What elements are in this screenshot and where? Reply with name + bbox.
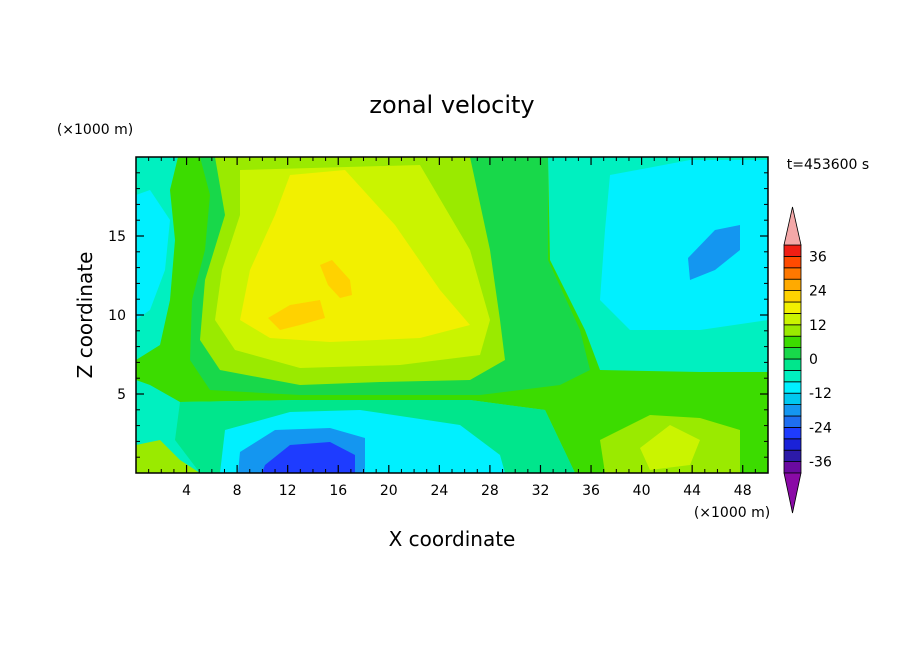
region-bottom-darkblue <box>262 442 355 473</box>
colorbar-swatch <box>783 347 802 360</box>
x-tick-label: 36 <box>582 483 600 499</box>
heatmap-field <box>135 156 769 474</box>
x-tick-label: 16 <box>329 483 347 499</box>
x-tick-label: 48 <box>734 483 752 499</box>
x-tick-label: 40 <box>633 483 651 499</box>
colorbar-swatch <box>783 461 802 474</box>
region-right-cyan <box>600 160 768 330</box>
y-tick-label: 10 <box>108 308 126 324</box>
colorbar-swatch <box>783 267 802 280</box>
colorbar-tick-label: 36 <box>809 249 827 265</box>
colorbar-swatch <box>783 312 802 326</box>
x-unit-label: (×1000 m) <box>694 505 770 521</box>
colorbar-swatch <box>783 335 802 349</box>
colorbar-swatch <box>783 369 802 383</box>
colorbar-swatch <box>783 358 802 371</box>
colorbar-swatch <box>783 324 802 337</box>
chart-title: zonal velocity <box>369 91 534 119</box>
region-right-blue <box>688 225 740 280</box>
colorbar-tick-label: -24 <box>809 420 832 436</box>
colorbar-swatch <box>783 255 802 269</box>
contour-fill <box>136 157 768 473</box>
colorbar-swatch <box>783 244 802 257</box>
colorbar-swatch <box>783 301 802 314</box>
colorbar-tick-label: -12 <box>809 386 832 402</box>
region-right-bottom-yellow <box>640 425 700 470</box>
region-orange-2 <box>320 260 352 298</box>
y-tick-label: 15 <box>108 229 126 245</box>
x-tick-label: 12 <box>279 483 297 499</box>
y-tick-label: 5 <box>117 387 126 403</box>
colorbar-tick-label: 0 <box>809 352 818 368</box>
x-tick-label: 8 <box>233 483 242 499</box>
region-left-cyan <box>136 190 170 320</box>
region-orange-1 <box>268 300 325 330</box>
colorbar-swatch <box>783 290 802 303</box>
x-axis: 4 8 12 16 20 24 28 32 36 40 44 48 <box>148 157 756 499</box>
x-tick-label: 24 <box>430 483 448 499</box>
colorbar-tick-label: -36 <box>809 455 832 471</box>
y-axis-label: Z coordinate <box>73 252 97 379</box>
x-tick-label: 4 <box>182 483 191 499</box>
colorbar-tick-label: 24 <box>809 284 827 300</box>
colorbar-under-triangle <box>783 472 802 514</box>
x-axis-label: X coordinate <box>389 527 516 551</box>
region-yellow <box>240 170 470 342</box>
colorbar-swatch <box>783 426 802 440</box>
time-label: t=453600 s <box>787 157 869 173</box>
x-tick-label: 44 <box>683 483 701 499</box>
y-unit-label: (×1000 m) <box>57 122 133 138</box>
region-left-bottom-lime <box>136 440 200 473</box>
colorbar-swatch <box>783 449 802 463</box>
colorbar-swatch <box>783 392 802 406</box>
colorbar-swatch <box>783 415 802 428</box>
x-tick-label: 20 <box>380 483 398 499</box>
y-axis: 5 10 15 <box>108 172 768 458</box>
colorbar: 36 24 12 0 -12 -24 -36 <box>783 206 832 514</box>
x-tick-label: 28 <box>481 483 499 499</box>
colorbar-swatch <box>783 381 802 394</box>
colorbar-over-triangle <box>783 206 802 246</box>
colorbar-swatch <box>783 278 802 292</box>
colorbar-tick-label: 12 <box>809 318 827 334</box>
colorbar-swatch <box>783 438 802 451</box>
colorbar-swatch <box>783 404 802 417</box>
x-tick-label: 32 <box>532 483 550 499</box>
